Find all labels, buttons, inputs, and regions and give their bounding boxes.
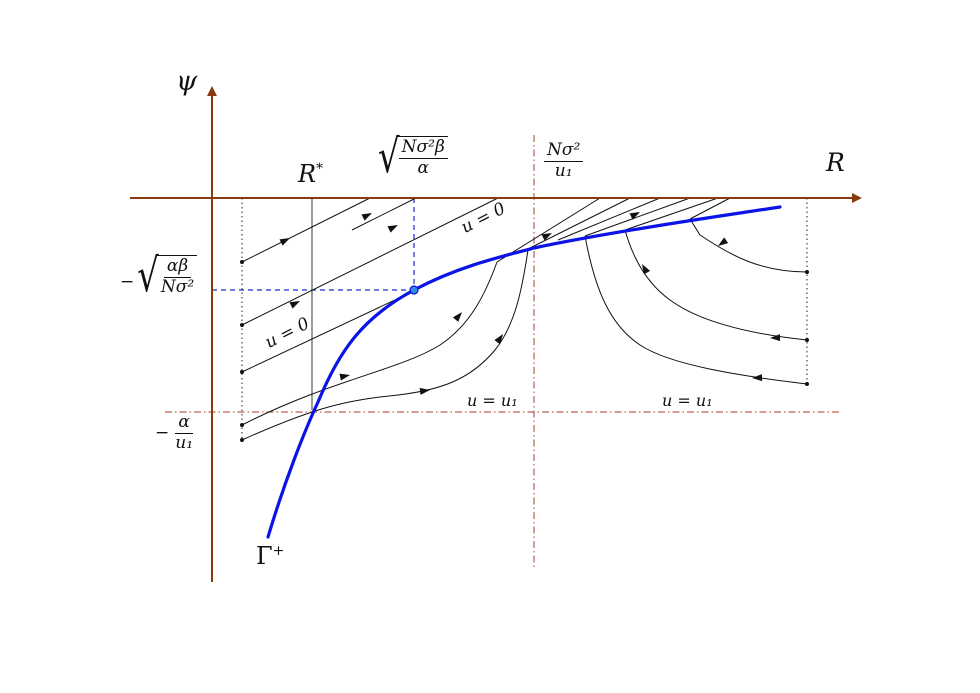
psi-axis-label: ψ [176, 66, 198, 97]
frac-y-tick-label: − α u₁ [155, 412, 194, 453]
gamma-plus-curve [266, 205, 782, 539]
start-points [240, 260, 809, 442]
trajectory-arrows [279, 212, 781, 395]
r-axis-label: R [826, 148, 845, 177]
straight-trajectories [241, 197, 499, 373]
sqrt-y-tick-label: − √ αβ Nσ² [120, 253, 198, 299]
frac-x-tick-label: Nσ² u₁ [544, 141, 584, 181]
u1-right-label: u = u₁ [662, 391, 713, 410]
r-star-label: R* [298, 160, 324, 188]
sqrt-x-tick-label: √ Nσ²β α [378, 134, 448, 180]
curved-trajectories [241, 218, 808, 441]
gamma-plus-label: Γ+ [256, 542, 285, 570]
u1-left-label: u = u₁ [467, 391, 518, 410]
upper-right-trajectories [496, 197, 731, 263]
equilibrium-point [409, 285, 419, 295]
